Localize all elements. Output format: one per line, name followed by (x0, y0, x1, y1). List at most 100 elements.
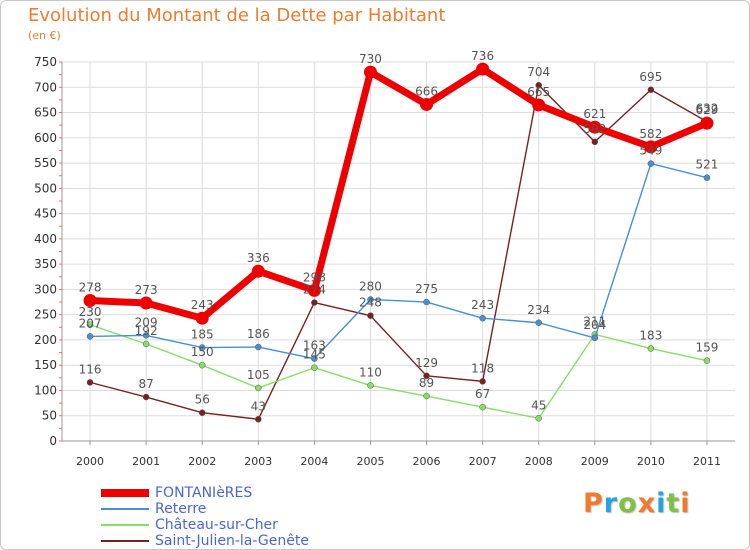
data-label: 666 (415, 84, 438, 98)
chart-title: Evolution du Montant de la Dette par Hab… (28, 5, 446, 26)
series-line (89, 324, 708, 419)
legend-swatch (101, 489, 149, 497)
data-label: 274 (303, 283, 326, 297)
data-label: 582 (639, 127, 662, 141)
y-tick-label: 350 (34, 257, 57, 271)
chart-subtitle: (en €) (28, 29, 61, 42)
x-tick-label: 2007 (469, 455, 497, 468)
data-point (703, 357, 711, 364)
data-point (311, 355, 318, 362)
data-point (420, 97, 434, 111)
x-tick-label: 2010 (637, 455, 665, 468)
data-label: 275 (415, 282, 438, 296)
y-tick-label: 700 (34, 80, 57, 94)
data-point (700, 116, 714, 130)
x-tick-label: 2002 (188, 455, 216, 468)
data-point (479, 403, 486, 411)
y-tick-label: 250 (34, 308, 57, 322)
data-label: 186 (247, 327, 270, 341)
data-label: 204 (583, 318, 606, 332)
data-label: 273 (135, 283, 158, 297)
data-point (311, 364, 318, 371)
data-point (423, 392, 430, 400)
data-point (195, 311, 209, 325)
data-point (139, 296, 153, 310)
data-point (142, 393, 150, 401)
data-label: 248 (359, 296, 382, 310)
x-tick-label: 2004 (300, 455, 328, 468)
data-label: 150 (191, 345, 214, 359)
data-point (307, 283, 321, 297)
x-tick-label: 2009 (581, 455, 609, 468)
legend-label: FONTANIèRES (155, 485, 253, 501)
data-label: 209 (135, 315, 158, 329)
data-point (255, 416, 262, 423)
data-point (363, 65, 377, 79)
logo-letter: i (656, 488, 667, 519)
legend-swatch (101, 540, 149, 542)
data-label: 704 (527, 65, 550, 79)
x-tick-label: 2003 (244, 455, 272, 468)
y-tick-label: 600 (34, 131, 57, 145)
data-label: 87 (138, 377, 153, 391)
legend-swatch (101, 508, 149, 510)
y-tick-label: 500 (34, 181, 57, 195)
data-label: 129 (415, 356, 438, 370)
data-label: 278 (79, 281, 102, 295)
data-label: 665 (527, 85, 550, 99)
data-label: 159 (696, 341, 719, 355)
data-point (423, 372, 430, 380)
legend-swatch (101, 524, 149, 526)
data-label: 56 (195, 393, 210, 407)
logo-letter: o (618, 488, 638, 519)
data-label: 145 (303, 348, 326, 362)
data-point (591, 138, 599, 146)
data-label: 89 (419, 376, 434, 390)
data-label: 211 (583, 314, 606, 328)
data-label: 234 (527, 303, 550, 317)
data-point (647, 160, 655, 167)
y-tick-label: 400 (34, 232, 57, 246)
data-label: 105 (247, 368, 270, 382)
data-point (588, 120, 602, 134)
y-tick-label: 50 (42, 409, 57, 423)
data-point (255, 343, 262, 351)
x-tick-label: 2006 (413, 455, 441, 468)
data-point (647, 86, 655, 94)
data-label: 230 (79, 305, 102, 319)
x-tick-label: 2008 (525, 455, 553, 468)
data-label: 183 (639, 329, 662, 343)
data-point (476, 62, 490, 76)
data-point (591, 334, 599, 342)
series-line (89, 162, 708, 360)
data-point (198, 361, 206, 369)
data-label: 298 (303, 270, 326, 284)
x-tick-label: 2001 (132, 455, 160, 468)
data-label: 207 (79, 316, 102, 330)
data-point (311, 299, 318, 306)
data-point (367, 312, 374, 319)
logo-letter: t (666, 488, 681, 519)
logo-letter: x (637, 488, 657, 519)
data-label: 118 (471, 361, 494, 375)
data-point (535, 81, 542, 89)
data-label: 243 (191, 298, 214, 312)
data-point (198, 409, 206, 416)
data-point (532, 98, 546, 112)
x-tick-label: 2000 (76, 455, 104, 468)
data-label: 592 (583, 122, 606, 136)
data-point (647, 345, 655, 352)
x-tick-label: 2005 (356, 455, 384, 468)
data-label: 192 (135, 324, 158, 338)
data-label: 621 (583, 107, 606, 121)
data-label: 243 (471, 298, 494, 312)
logo-letter: P (583, 488, 604, 519)
plot-area (62, 62, 735, 441)
data-point (644, 140, 658, 154)
data-label: 110 (359, 365, 382, 379)
x-tick-label: 2011 (693, 455, 721, 468)
y-tick-label: 200 (34, 333, 57, 347)
data-label: 67 (475, 387, 490, 401)
data-point (142, 332, 150, 339)
